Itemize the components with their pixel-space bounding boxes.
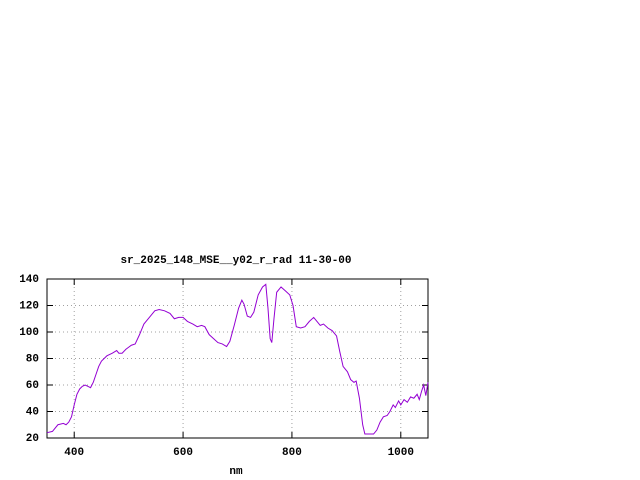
x-tick-label: 400 bbox=[64, 447, 84, 459]
x-tick-label: 600 bbox=[173, 447, 193, 459]
chart-title: sr_2025_148_MSE__y02_r_rad 11-30-00 bbox=[120, 255, 351, 267]
y-tick-label: 80 bbox=[26, 353, 39, 365]
x-tick-label: 1000 bbox=[388, 447, 414, 459]
y-tick-label: 40 bbox=[26, 406, 39, 418]
y-tick-label: 100 bbox=[19, 327, 39, 339]
x-axis-label: nm bbox=[229, 466, 243, 478]
x-tick-label: 800 bbox=[282, 447, 302, 459]
y-tick-label: 60 bbox=[26, 380, 39, 392]
y-tick-label: 120 bbox=[19, 300, 39, 312]
y-tick-label: 20 bbox=[26, 433, 39, 445]
data-line bbox=[46, 283, 429, 435]
y-tick-label: 140 bbox=[19, 274, 39, 286]
plot-border bbox=[46, 278, 429, 439]
